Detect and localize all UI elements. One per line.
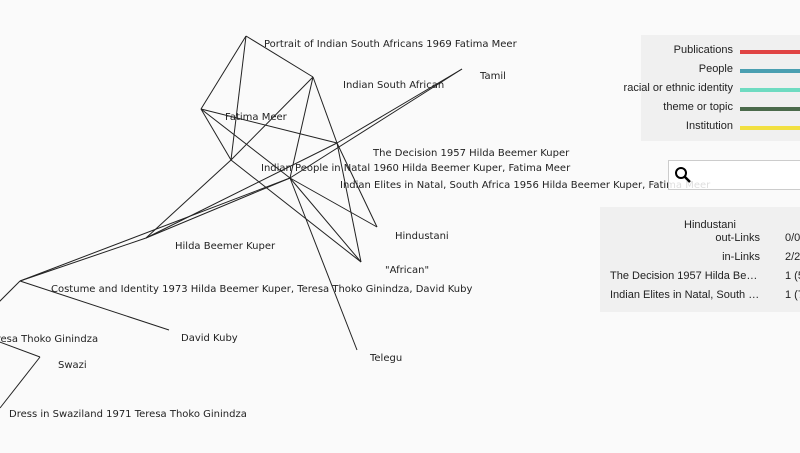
edge (19, 177, 291, 282)
info-label: Indian Elites in Natal, South … (610, 289, 760, 301)
info-row: Indian Elites in Natal, South … 1 (7 (610, 289, 800, 303)
edge (145, 159, 232, 239)
node-label: David Kuby (181, 333, 238, 344)
legend-label: Publications (673, 44, 733, 56)
legend-swatch (740, 69, 800, 73)
info-row: in-Links 2/2 (610, 251, 800, 265)
node-label: The Decision 1957 Hilda Beemer Kuper (372, 148, 570, 159)
edge (289, 76, 314, 179)
node-label: Fatima Meer (225, 112, 288, 123)
info-row: The Decision 1957 Hilda Be… 1 (5 (610, 270, 800, 284)
search-box[interactable] (668, 160, 800, 190)
edge (336, 142, 362, 263)
edge (200, 108, 232, 161)
legend-item: Publications (641, 44, 800, 58)
edge (336, 142, 378, 228)
node-label: Hindustani (395, 231, 449, 242)
edge (289, 177, 358, 351)
node-label: Dress in Swaziland 1971 Teresa Thoko Gin… (9, 409, 247, 420)
legend-swatch (740, 107, 800, 111)
edge (0, 280, 21, 302)
edge (289, 68, 463, 179)
info-row: out-Links 0/0 (610, 232, 800, 246)
edge (19, 280, 170, 331)
node-label: Tamil (479, 71, 506, 82)
edge (145, 142, 338, 239)
edge (336, 68, 463, 144)
legend-swatch (740, 126, 800, 130)
node-label: Swazi (58, 360, 87, 371)
legend-item: theme or topic (641, 101, 800, 115)
edge (200, 108, 291, 179)
info-value: 1 (5 (785, 270, 800, 282)
legend-label: People (698, 63, 733, 75)
info-panel: Hindustani out-Links 0/0 in-Links 2/2 The De… (600, 207, 800, 312)
info-value: 0/0 (785, 232, 800, 244)
edge (230, 35, 247, 161)
edge (0, 341, 41, 358)
legend-item: Institution (641, 120, 800, 134)
edge (289, 177, 378, 228)
info-label: The Decision 1957 Hilda Be… (610, 270, 758, 282)
node-label: Indian Elites in Natal, South Africa 195… (340, 180, 711, 191)
search-icon (675, 167, 691, 183)
edge (200, 108, 338, 144)
edge (230, 76, 314, 161)
node-label: Indian South African (343, 80, 444, 91)
edge (19, 237, 147, 282)
info-title: Hindustani (684, 219, 736, 231)
edge (145, 177, 291, 239)
legend: Publications People racial or ethnic ident… (624, 35, 800, 141)
node-label: Costume and Identity 1973 Hilda Beemer K… (51, 284, 472, 295)
node-label: Indian People in Natal 1960 Hilda Beemer… (261, 163, 571, 174)
node-label: Teresa Thoko Ginindza (0, 334, 98, 345)
legend-label: racial or ethnic identity (623, 82, 733, 94)
edge (200, 35, 247, 110)
edge (230, 159, 362, 263)
legend-swatch (740, 50, 800, 54)
node-label: Hilda Beemer Kuper (175, 241, 276, 252)
edge (289, 177, 362, 263)
edge (0, 356, 41, 409)
legend-label: theme or topic (663, 101, 733, 113)
info-label: out-Links (715, 232, 760, 244)
info-label: in-Links (722, 251, 760, 263)
legend-item: People (641, 63, 800, 77)
legend-item: racial or ethnic identity (624, 82, 800, 96)
legend-swatch (740, 88, 800, 92)
node-label: Telegu (369, 353, 402, 364)
info-value: 1 (7 (785, 289, 800, 301)
node-label: Portrait of Indian South Africans 1969 F… (264, 39, 518, 50)
info-value: 2/2 (785, 251, 800, 263)
legend-label: Institution (685, 120, 733, 132)
node-label: "African" (385, 265, 429, 276)
edge (312, 76, 338, 144)
edge (245, 35, 314, 78)
